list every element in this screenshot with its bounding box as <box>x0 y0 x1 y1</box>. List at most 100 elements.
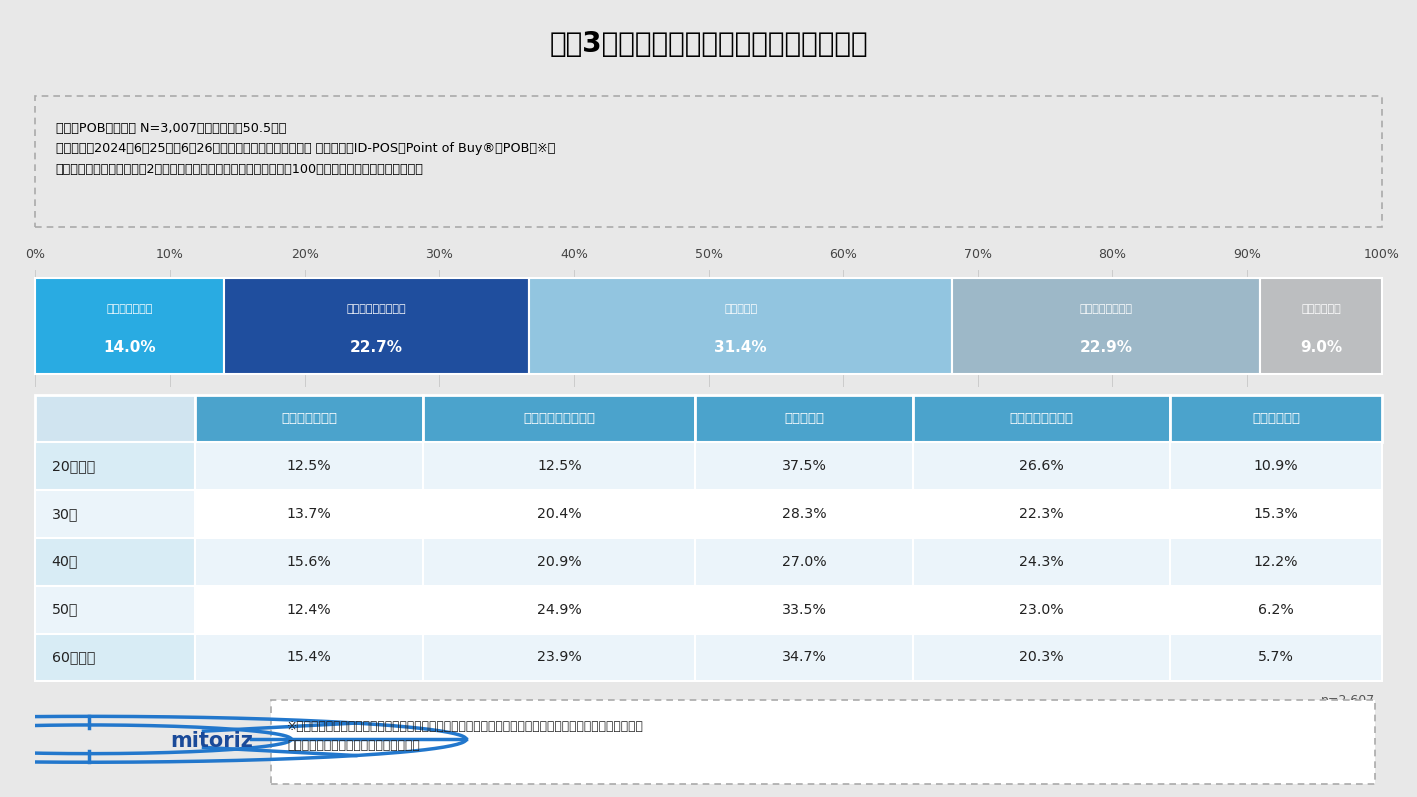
Text: 24.3%: 24.3% <box>1019 555 1064 568</box>
Text: 60代以上: 60代以上 <box>51 650 95 665</box>
Text: 15.3%: 15.3% <box>1254 507 1298 520</box>
Text: 34.7%: 34.7% <box>782 650 826 665</box>
FancyBboxPatch shape <box>424 586 696 634</box>
FancyBboxPatch shape <box>696 634 913 681</box>
Text: 37.5%: 37.5% <box>782 459 826 473</box>
Text: 22.3%: 22.3% <box>1019 507 1064 520</box>
Text: 毎年必ず食べる: 毎年必ず食べる <box>106 304 153 313</box>
Text: 14.0%: 14.0% <box>103 340 156 355</box>
Text: 0%: 0% <box>26 248 45 261</box>
Text: 26.6%: 26.6% <box>1019 459 1064 473</box>
Text: 80%: 80% <box>1098 248 1127 261</box>
FancyBboxPatch shape <box>271 700 1374 784</box>
Text: 24.9%: 24.9% <box>537 603 582 617</box>
FancyBboxPatch shape <box>194 490 424 538</box>
FancyBboxPatch shape <box>913 442 1170 490</box>
Text: 15.6%: 15.6% <box>286 555 332 568</box>
FancyBboxPatch shape <box>424 634 696 681</box>
Text: 20代以下: 20代以下 <box>51 459 95 473</box>
Text: 時々食べる: 時々食べる <box>784 412 825 425</box>
Text: 60%: 60% <box>829 248 857 261</box>
Text: 23.9%: 23.9% <box>537 650 582 665</box>
Text: 28.3%: 28.3% <box>782 507 826 520</box>
FancyBboxPatch shape <box>35 277 224 375</box>
FancyBboxPatch shape <box>424 395 696 442</box>
Text: 40%: 40% <box>560 248 588 261</box>
Text: n=2,607: n=2,607 <box>1321 694 1374 708</box>
FancyBboxPatch shape <box>913 634 1170 681</box>
Text: 27.0%: 27.0% <box>782 555 826 568</box>
Text: 70%: 70% <box>964 248 992 261</box>
Text: ほとんど毎年食べる: ほとんど毎年食べる <box>523 412 595 425</box>
Text: 15.4%: 15.4% <box>286 650 332 665</box>
FancyBboxPatch shape <box>424 538 696 586</box>
Text: 33.5%: 33.5% <box>782 603 826 617</box>
Text: 図表3）土用の丑の日にうなぎを食べるか: 図表3）土用の丑の日にうなぎを食べるか <box>550 29 867 57</box>
Text: 23.0%: 23.0% <box>1019 603 1064 617</box>
FancyBboxPatch shape <box>696 490 913 538</box>
FancyBboxPatch shape <box>194 586 424 634</box>
FancyBboxPatch shape <box>424 442 696 490</box>
Text: 22.7%: 22.7% <box>350 340 404 355</box>
Text: 31.4%: 31.4% <box>714 340 767 355</box>
Text: 毎年必ず食べる: 毎年必ず食べる <box>281 412 337 425</box>
FancyBboxPatch shape <box>194 395 424 442</box>
FancyBboxPatch shape <box>35 442 194 490</box>
FancyBboxPatch shape <box>1170 490 1382 538</box>
FancyBboxPatch shape <box>530 277 952 375</box>
FancyBboxPatch shape <box>35 395 194 442</box>
Text: 90%: 90% <box>1233 248 1261 261</box>
FancyBboxPatch shape <box>696 538 913 586</box>
Text: mitoriz: mitoriz <box>170 731 252 752</box>
Text: 12.5%: 12.5% <box>537 459 582 473</box>
Text: 30代: 30代 <box>51 507 78 520</box>
FancyBboxPatch shape <box>35 634 194 681</box>
FancyBboxPatch shape <box>1170 538 1382 586</box>
Text: 12.2%: 12.2% <box>1254 555 1298 568</box>
Text: 100%: 100% <box>1363 248 1400 261</box>
Text: 13.7%: 13.7% <box>286 507 332 520</box>
FancyBboxPatch shape <box>952 277 1261 375</box>
Text: ※全国の消費者から実際に購入したレシートを収集し、ブランドカテゴリごとにレシートを集計したマルチ
プルリテール購買データのデータベース: ※全国の消費者から実際に購入したレシートを収集し、ブランドカテゴリごとにレシート… <box>288 720 645 752</box>
FancyBboxPatch shape <box>1170 586 1382 634</box>
Text: 全く食べない: 全く食べない <box>1301 304 1340 313</box>
FancyBboxPatch shape <box>1261 277 1382 375</box>
Text: 30%: 30% <box>425 248 453 261</box>
Text: 10.9%: 10.9% <box>1254 459 1298 473</box>
FancyBboxPatch shape <box>696 586 913 634</box>
Text: 50代: 50代 <box>51 603 78 617</box>
FancyBboxPatch shape <box>913 586 1170 634</box>
FancyBboxPatch shape <box>913 490 1170 538</box>
FancyBboxPatch shape <box>913 538 1170 586</box>
FancyBboxPatch shape <box>35 538 194 586</box>
Text: 全く食べない: 全く食べない <box>1251 412 1299 425</box>
FancyBboxPatch shape <box>194 634 424 681</box>
FancyBboxPatch shape <box>424 490 696 538</box>
Text: 20.4%: 20.4% <box>537 507 582 520</box>
Text: 時々食べる: 時々食べる <box>724 304 757 313</box>
Text: 全国のPOB会員男女 N=3,007人（平均年齢50.5歳）
調査期間：2024年6月25日～6月26日　インターネットリサーチ マルチプルID-POS「Poi: 全国のPOB会員男女 N=3,007人（平均年齢50.5歳） 調査期間：2024… <box>55 122 555 176</box>
Text: 12.5%: 12.5% <box>286 459 332 473</box>
FancyBboxPatch shape <box>35 586 194 634</box>
FancyBboxPatch shape <box>194 538 424 586</box>
Text: ほとんど毎年食べる: ほとんど毎年食べる <box>347 304 407 313</box>
Text: 22.9%: 22.9% <box>1080 340 1132 355</box>
FancyBboxPatch shape <box>1170 442 1382 490</box>
FancyBboxPatch shape <box>696 395 913 442</box>
Text: ほとんど食べない: ほとんど食べない <box>1009 412 1074 425</box>
FancyBboxPatch shape <box>224 277 530 375</box>
FancyBboxPatch shape <box>696 442 913 490</box>
Text: 6.2%: 6.2% <box>1258 603 1294 617</box>
FancyBboxPatch shape <box>913 395 1170 442</box>
Text: 12.4%: 12.4% <box>286 603 332 617</box>
Text: 20.3%: 20.3% <box>1019 650 1064 665</box>
FancyBboxPatch shape <box>1170 395 1382 442</box>
Text: 20%: 20% <box>290 248 319 261</box>
FancyBboxPatch shape <box>194 442 424 490</box>
Text: ほとんど食べない: ほとんど食べない <box>1080 304 1132 313</box>
Text: 20.9%: 20.9% <box>537 555 582 568</box>
Text: 5.7%: 5.7% <box>1258 650 1294 665</box>
Text: 40代: 40代 <box>51 555 78 568</box>
Text: 50%: 50% <box>694 248 723 261</box>
Text: 9.0%: 9.0% <box>1299 340 1342 355</box>
